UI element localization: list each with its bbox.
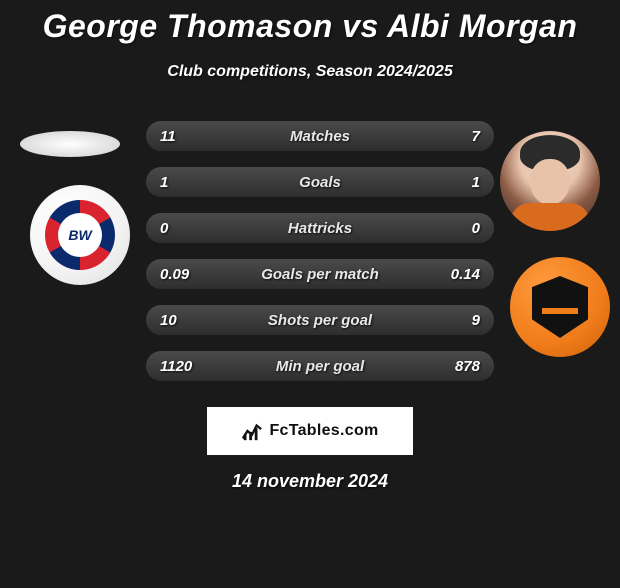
stat-left-value: 10 [160,312,220,329]
stat-left-value: 11 [160,128,220,145]
brand-text: FcTables.com [269,422,378,440]
stat-right-value: 1 [420,174,480,191]
stat-label: Shots per goal [268,312,372,329]
stat-row-matches: 11 Matches 7 [146,121,494,151]
stat-row-goals-per-match: 0.09 Goals per match 0.14 [146,259,494,289]
left-club-badge: BW [30,185,130,285]
stat-right-value: 7 [420,128,480,145]
stat-right-value: 0 [420,220,480,237]
stats-area: BW 11 Matches 7 1 Goals 1 [10,121,610,381]
stat-row-min-per-goal: 1120 Min per goal 878 [146,351,494,381]
left-club-ribbon: BW [45,200,115,270]
avatar-shirt [510,203,590,231]
brand-box: FcTables.com [207,407,413,455]
stat-right-value: 9 [420,312,480,329]
stat-row-goals: 1 Goals 1 [146,167,494,197]
date-text: 14 november 2024 [10,471,610,492]
stat-left-value: 1120 [160,358,220,375]
stat-label: Matches [290,128,350,145]
stat-label: Goals per match [261,266,379,283]
stat-label: Goals [299,174,341,191]
right-club-shield [532,276,588,338]
stat-rows: 11 Matches 7 1 Goals 1 0 Hattricks 0 0.0… [146,121,494,397]
right-player-avatar [500,131,600,231]
stat-label: Hattricks [288,220,352,237]
page-title: George Thomason vs Albi Morgan [10,8,610,45]
stat-right-value: 878 [420,358,480,375]
left-club-initials: BW [58,213,102,257]
stat-left-value: 1 [160,174,220,191]
avatar-face [530,159,570,205]
stat-label: Min per goal [276,358,364,375]
left-player-avatar [20,131,120,157]
stat-left-value: 0 [160,220,220,237]
stat-left-value: 0.09 [160,266,220,283]
stat-row-hattricks: 0 Hattricks 0 [146,213,494,243]
stat-right-value: 0.14 [420,266,480,283]
subtitle: Club competitions, Season 2024/2025 [10,63,610,81]
right-club-shield-bar [542,308,578,314]
stat-row-shots-per-goal: 10 Shots per goal 9 [146,305,494,335]
right-club-badge [510,257,610,357]
brand-chart-icon [241,420,263,442]
